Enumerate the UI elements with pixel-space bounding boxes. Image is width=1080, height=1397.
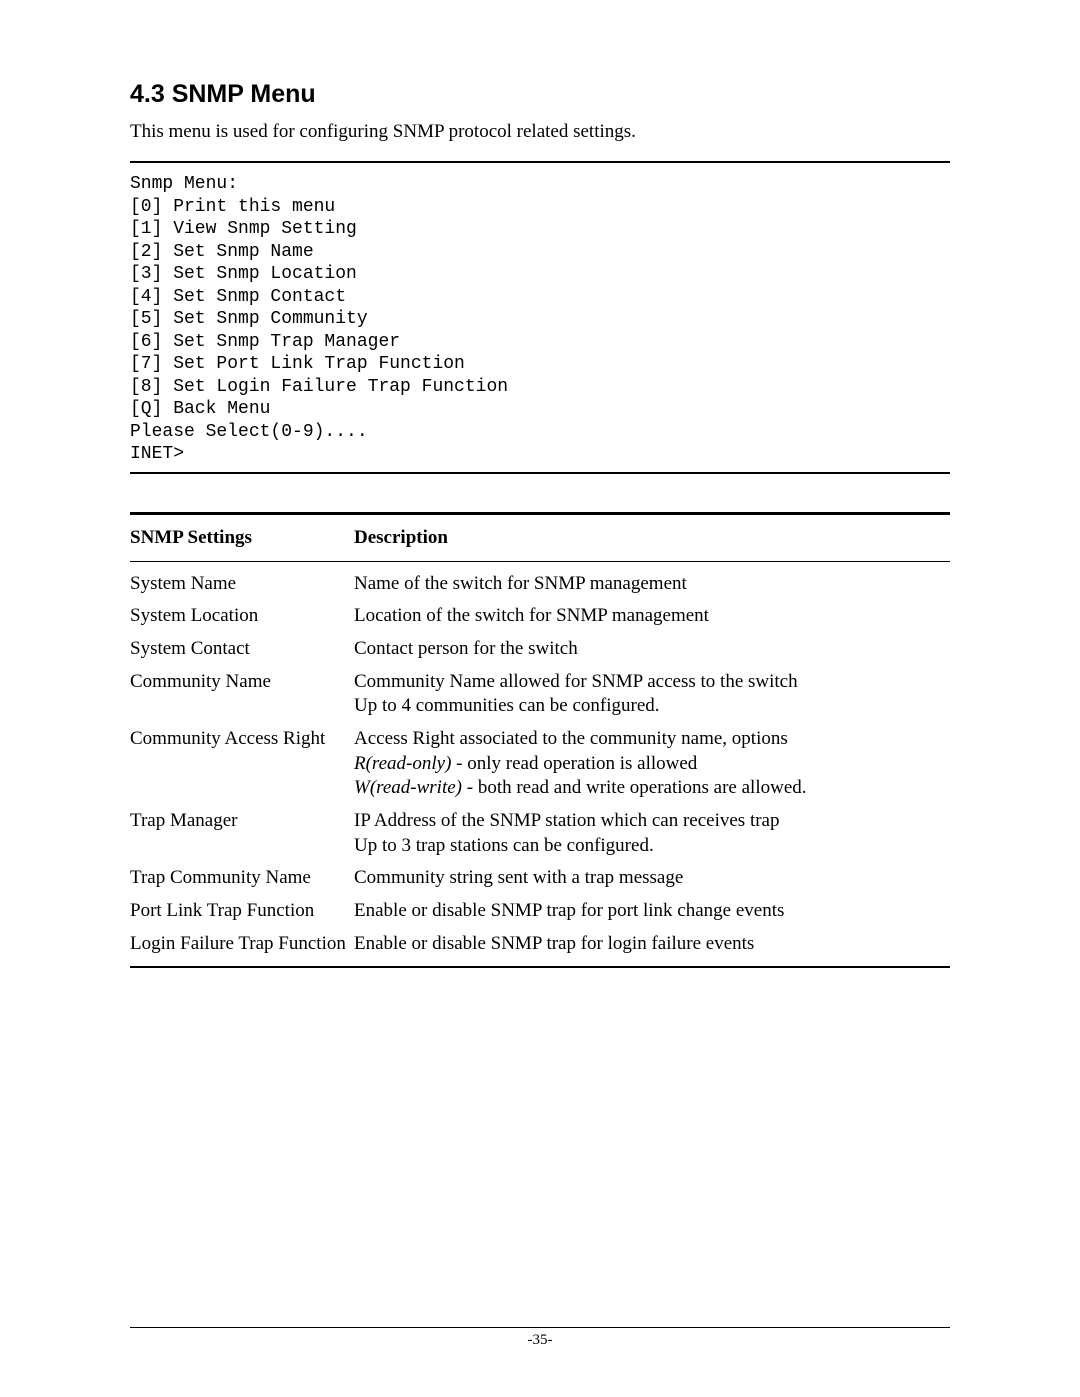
table-row: Community Access RightAccess Right assoc… — [130, 723, 950, 805]
setting-name: Port Link Trap Function — [130, 899, 354, 924]
setting-name: Login Failure Trap Function — [130, 932, 354, 957]
header-setting: SNMP Settings — [130, 527, 354, 549]
table-row: System ContactContact person for the swi… — [130, 633, 950, 666]
setting-description: Community string sent with a trap messag… — [354, 866, 950, 891]
table-header-row: SNMP Settings Description — [130, 515, 950, 562]
table-row: System NameName of the switch for SNMP m… — [130, 568, 950, 601]
setting-description: Enable or disable SNMP trap for port lin… — [354, 899, 950, 924]
table-row: System LocationLocation of the switch fo… — [130, 600, 950, 633]
page-number: -35- — [130, 1327, 950, 1349]
table-row: Community NameCommunity Name allowed for… — [130, 666, 950, 723]
table-row: Port Link Trap FunctionEnable or disable… — [130, 895, 950, 928]
setting-description: Access Right associated to the community… — [354, 727, 950, 801]
table-row: Login Failure Trap FunctionEnable or dis… — [130, 928, 950, 961]
setting-name: System Location — [130, 604, 354, 629]
setting-description: IP Address of the SNMP station which can… — [354, 809, 950, 858]
setting-description: Community Name allowed for SNMP access t… — [354, 670, 950, 719]
table-row: Trap Community NameCommunity string sent… — [130, 862, 950, 895]
snmp-menu-block: Snmp Menu: [0] Print this menu [1] View … — [130, 161, 950, 474]
setting-name: Trap Manager — [130, 809, 354, 858]
table-body: System NameName of the switch for SNMP m… — [130, 562, 950, 967]
setting-name: System Name — [130, 572, 354, 597]
section-heading: 4.3 SNMP Menu — [130, 80, 950, 109]
intro-text: This menu is used for configuring SNMP p… — [130, 121, 950, 143]
setting-name: Community Access Right — [130, 727, 354, 801]
table-row: Trap ManagerIP Address of the SNMP stati… — [130, 805, 950, 862]
setting-description: Location of the switch for SNMP manageme… — [354, 604, 950, 629]
snmp-settings-table: SNMP Settings Description System NameNam… — [130, 512, 950, 969]
setting-name: Trap Community Name — [130, 866, 354, 891]
setting-name: Community Name — [130, 670, 354, 719]
setting-description: Name of the switch for SNMP management — [354, 572, 950, 597]
header-desc: Description — [354, 527, 950, 549]
setting-description: Enable or disable SNMP trap for login fa… — [354, 932, 950, 957]
setting-description: Contact person for the switch — [354, 637, 950, 662]
setting-name: System Contact — [130, 637, 354, 662]
